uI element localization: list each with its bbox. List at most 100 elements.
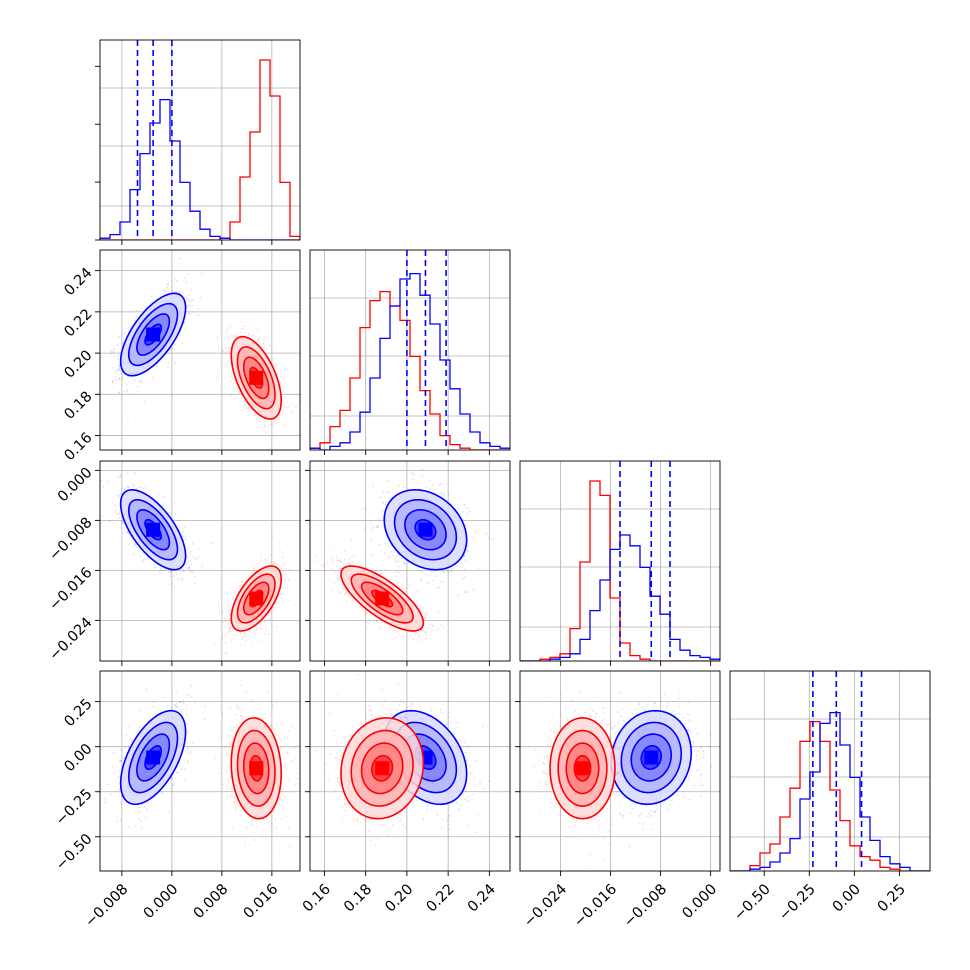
scatter-point: [268, 562, 271, 564]
scatter-point: [225, 347, 227, 350]
scatter-point: [263, 621, 266, 623]
scatter-point: [350, 539, 352, 542]
scatter-point: [238, 587, 241, 590]
y-tick-label: 0.24: [62, 265, 96, 299]
density-contour: [236, 573, 276, 624]
scatter-point: [437, 586, 440, 589]
scatter-point: [431, 570, 433, 573]
scatter-point: [372, 485, 375, 487]
scatter-point: [396, 555, 399, 558]
scatter-point: [232, 334, 235, 337]
scatter-point: [168, 511, 171, 513]
scatter-point: [123, 488, 126, 490]
scatter-point: [189, 552, 192, 555]
scatter-point: [230, 379, 233, 382]
scatter-point: [113, 348, 116, 350]
scatter-point: [416, 604, 419, 606]
scatter-point: [222, 350, 225, 353]
scatter-point: [397, 565, 400, 568]
scatter-point: [135, 309, 138, 312]
scatter-point: [187, 567, 190, 570]
scatter-point: [412, 473, 415, 476]
scatter-point: [361, 508, 363, 511]
scatter-point: [342, 587, 345, 590]
scatter-panel-2-1: [99, 249, 301, 451]
scatter-point: [278, 543, 280, 545]
scatter-point: [192, 299, 194, 301]
scatter-point: [233, 386, 236, 389]
scatter-point: [197, 314, 200, 316]
scatter-point: [185, 281, 188, 284]
scatter-point: [232, 383, 235, 385]
scatter-point: [348, 561, 350, 564]
scatter-point: [287, 599, 290, 602]
scatter-point: [388, 497, 391, 500]
y-tick-label: 0.20: [62, 347, 96, 381]
scatter-point: [117, 355, 120, 357]
scatter-point: [132, 553, 135, 555]
scatter-point: [229, 627, 232, 629]
scatter-point: [277, 416, 280, 419]
density-contour: [136, 313, 171, 356]
scatter-point: [225, 642, 227, 644]
scatter-point: [247, 334, 250, 337]
scatter-point: [111, 379, 114, 382]
scatter-point: [281, 408, 283, 411]
scatter-point: [421, 570, 423, 573]
scatter-point: [372, 621, 375, 624]
scatter-point: [139, 486, 142, 489]
histogram-panel-2: [309, 249, 511, 451]
scatter-point: [183, 277, 186, 279]
scatter-point: [227, 360, 229, 363]
scatter-point: [284, 397, 286, 399]
y-tick-label: 0.22: [62, 306, 96, 340]
scatter-point: [227, 350, 229, 352]
scatter-point: [226, 621, 229, 624]
scatter-point: [181, 579, 184, 581]
scatter-point: [279, 382, 282, 384]
scatter-point: [229, 614, 231, 616]
scatter-point: [248, 630, 251, 632]
scatter-point: [134, 379, 136, 382]
scatter-panel-3-1: [99, 460, 301, 662]
scatter-point: [465, 591, 468, 594]
scatter-point: [243, 631, 246, 634]
density-contour: [236, 346, 276, 410]
scatter-point: [186, 556, 189, 559]
scatter-point: [397, 560, 400, 562]
scatter-point: [270, 611, 272, 614]
scatter-point: [440, 483, 443, 485]
scatter-point: [229, 347, 232, 350]
scatter-point: [140, 380, 142, 382]
scatter-point: [438, 483, 441, 486]
scatter-point: [189, 560, 192, 562]
scatter-point: [248, 332, 250, 335]
density-contour: [127, 302, 179, 367]
scatter-point: [134, 544, 137, 546]
scatter-point: [283, 406, 285, 408]
scatter-point: [381, 501, 384, 503]
scatter-point: [241, 638, 244, 641]
scatter-point: [264, 425, 266, 428]
y-tick-label: 0.16: [62, 430, 96, 464]
scatter-point: [118, 391, 121, 393]
scatter-point: [372, 568, 375, 571]
panel-frame: [99, 39, 301, 241]
scatter-point: [250, 642, 253, 644]
scatter-point: [239, 644, 242, 647]
scatter-point: [254, 566, 257, 569]
scatter-point: [127, 486, 130, 488]
scatter-point: [228, 618, 230, 621]
scatter-point: [235, 334, 237, 337]
scatter-point: [224, 625, 227, 628]
scatter-point: [138, 549, 140, 552]
scatter-point: [162, 289, 165, 291]
scatter-point: [164, 569, 167, 571]
scatter-point: [122, 332, 125, 335]
scatter-point: [382, 525, 385, 528]
scatter-point: [233, 399, 236, 401]
scatter-point: [403, 560, 406, 563]
scatter-point: [238, 584, 241, 587]
scatter-point: [477, 567, 480, 570]
scatter-point: [425, 631, 427, 633]
